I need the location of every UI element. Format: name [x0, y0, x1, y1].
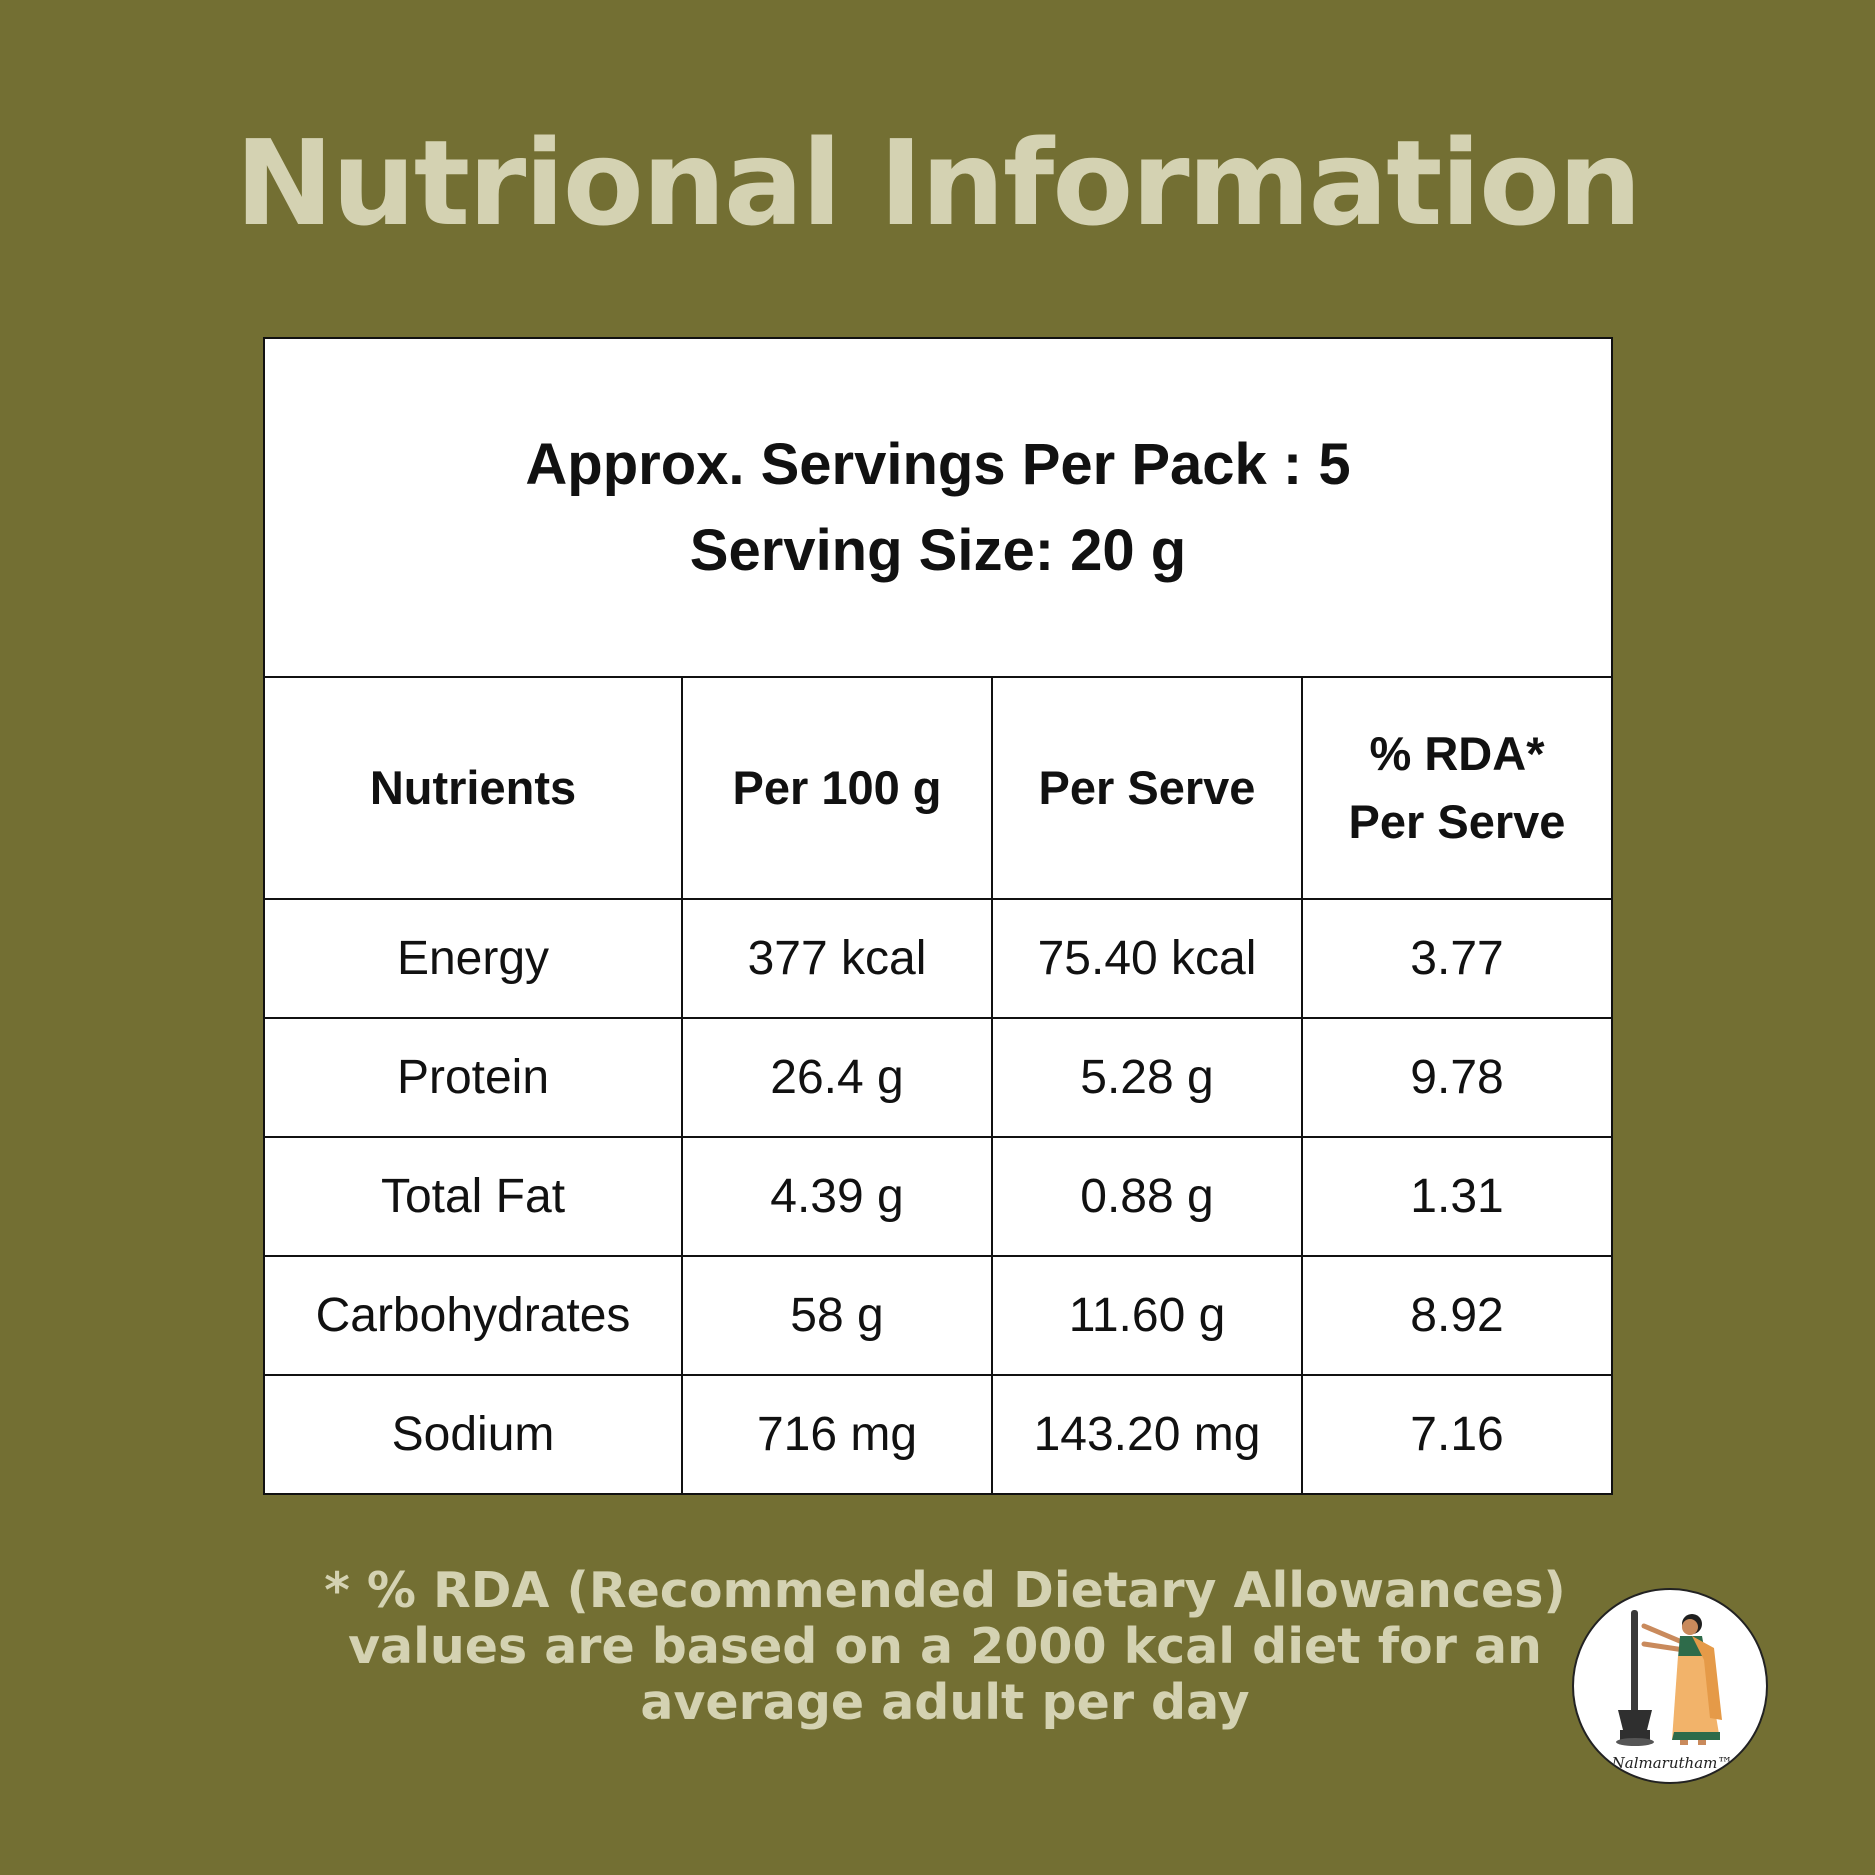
nutrient-name: Sodium	[265, 1374, 683, 1493]
per-serve-value: 75.40 kcal	[991, 898, 1303, 1019]
footnote-line: values are based on a 2000 kcal diet for…	[348, 1618, 1542, 1675]
brand-logo: Nalmarutham™	[1572, 1588, 1768, 1784]
woman-with-mortar-pestle-icon: Nalmarutham™	[1611, 1610, 1733, 1772]
table-row: Protein 26.4 g 5.28 g 9.78	[265, 1017, 1611, 1138]
table-row: Sodium 716 mg 143.20 mg 7.16	[265, 1374, 1611, 1493]
nutrient-name: Carbohydrates	[265, 1255, 683, 1376]
header-rda-per-serve: % RDA* Per Serve	[1301, 676, 1611, 900]
header-per-100g: Per 100 g	[681, 676, 993, 900]
serving-size: Serving Size: 20 g	[689, 517, 1187, 583]
page-title: Nutrional Information	[234, 114, 1642, 252]
per-100g-value: 377 kcal	[681, 898, 993, 1019]
rda-value: 3.77	[1301, 898, 1611, 1019]
servings-per-pack: Approx. Servings Per Pack : 5	[525, 431, 1351, 497]
header-nutrients: Nutrients	[265, 676, 683, 900]
per-100g-value: 58 g	[681, 1255, 993, 1376]
nutrient-name: Energy	[265, 898, 683, 1019]
rda-value: 7.16	[1301, 1374, 1611, 1493]
per-100g-value: 716 mg	[681, 1374, 993, 1493]
rda-footnote: * % RDA (Recommended Dietary Allowances)…	[250, 1563, 1640, 1731]
footnote-line: average adult per day	[640, 1674, 1250, 1731]
nutrition-table: Approx. Servings Per Pack : 5 Serving Si…	[263, 337, 1613, 1495]
table-row: Energy 377 kcal 75.40 kcal 3.77	[265, 898, 1611, 1019]
rda-value: 9.78	[1301, 1017, 1611, 1138]
nutrient-name: Total Fat	[265, 1136, 683, 1257]
nutrient-grid: Nutrients Per 100 g Per Serve % RDA* Per…	[265, 676, 1611, 1493]
table-row: Total Fat 4.39 g 0.88 g 1.31	[265, 1136, 1611, 1257]
per-100g-value: 26.4 g	[681, 1017, 993, 1138]
per-serve-value: 11.60 g	[991, 1255, 1303, 1376]
serving-info: Approx. Servings Per Pack : 5 Serving Si…	[265, 339, 1611, 676]
per-serve-value: 143.20 mg	[991, 1374, 1303, 1493]
footnote-line: * % RDA (Recommended Dietary Allowances)	[324, 1562, 1566, 1619]
header-row: Nutrients Per 100 g Per Serve % RDA* Per…	[265, 676, 1611, 900]
nutrient-name: Protein	[265, 1017, 683, 1138]
rda-value: 8.92	[1301, 1255, 1611, 1376]
rda-value: 1.31	[1301, 1136, 1611, 1257]
per-serve-value: 0.88 g	[991, 1136, 1303, 1257]
per-100g-value: 4.39 g	[681, 1136, 993, 1257]
per-serve-value: 5.28 g	[991, 1017, 1303, 1138]
header-per-serve: Per Serve	[991, 676, 1303, 900]
table-row: Carbohydrates 58 g 11.60 g 8.92	[265, 1255, 1611, 1376]
header-rda-line2: Per Serve	[1348, 795, 1566, 848]
header-rda-line1: % RDA*	[1369, 727, 1545, 780]
logo-text: Nalmarutham™	[1611, 1754, 1733, 1772]
